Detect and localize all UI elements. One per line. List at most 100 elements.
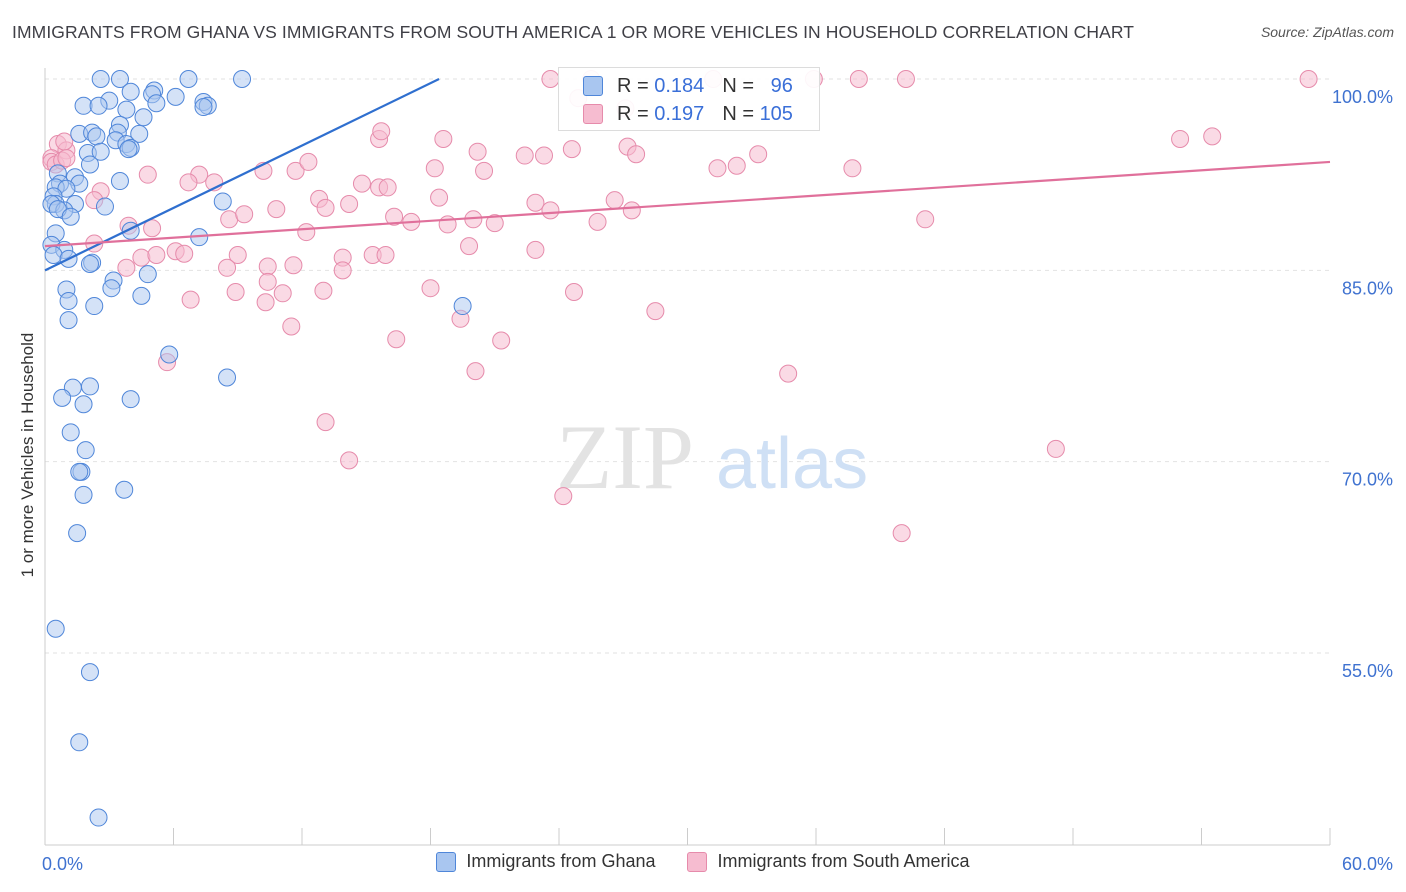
ghana-point [110, 172, 129, 191]
legend-sa-swatch [687, 851, 708, 872]
sa-swatch [583, 104, 603, 124]
sa-point [132, 248, 151, 267]
ghana-point [218, 368, 237, 387]
sa-point [372, 122, 391, 141]
sa-point [117, 258, 136, 277]
sa-point [316, 413, 335, 432]
sa-point [1299, 70, 1318, 88]
ghana-point [194, 98, 213, 117]
sa-point [175, 244, 194, 263]
legend-item-ghana: Immigrants from Ghana [436, 851, 655, 872]
sa-point [218, 258, 237, 277]
sa-point [896, 70, 915, 88]
legend-item-sa: Immigrants from South America [687, 851, 970, 872]
legend-row-sa: R = 0.197 N = 105 [583, 101, 793, 127]
sa-point [515, 146, 534, 165]
ghana-point [89, 96, 108, 115]
ghana-point [213, 192, 232, 211]
sa-point [258, 272, 277, 291]
y-tick-label: 85.0% [1342, 278, 1393, 298]
x-tick-label: 60.0% [1342, 854, 1393, 874]
sa-point [622, 201, 641, 220]
sa-point [286, 161, 305, 180]
sa-point [541, 70, 560, 88]
sa-point [147, 246, 166, 265]
legend-sa-label: Immigrants from South America [717, 851, 970, 871]
sa-point [627, 145, 646, 164]
sa-n-value: 105 [759, 102, 793, 125]
ghana-point [80, 377, 99, 396]
y-tick-label: 100.0% [1332, 87, 1393, 107]
sa-point [605, 191, 624, 210]
sa-point [1046, 439, 1065, 458]
sa-point [892, 524, 911, 543]
ghana-point [233, 70, 252, 88]
ghana-point [80, 155, 99, 174]
stats-legend: R = 0.184 N = 96 R = 0.197 N = 105 [558, 67, 820, 131]
sa-n-label: N = [722, 102, 754, 125]
y-tick-label: 70.0% [1342, 470, 1393, 490]
ghana-point [117, 100, 136, 119]
ghana-point [80, 254, 99, 273]
sa-point [378, 178, 397, 197]
sa-r-label: R = [617, 102, 649, 125]
sa-point [535, 146, 554, 165]
ghana-point [80, 663, 99, 682]
ghana-point [121, 82, 140, 101]
ghana-point [160, 345, 179, 364]
sa-point [541, 201, 560, 220]
legend-row-ghana: R = 0.184 N = 96 [583, 73, 793, 99]
sa-point [434, 129, 453, 148]
sa-point [340, 195, 359, 214]
sa-point [352, 174, 371, 193]
y-tick-label: 55.0% [1342, 661, 1393, 681]
tick-labels: 100.0% 85.0% 70.0% 55.0% 0.0% 60.0% [42, 87, 1393, 874]
sa-point [284, 256, 303, 275]
ghana-point [166, 87, 185, 106]
series-legend: Immigrants from Ghana Immigrants from So… [0, 851, 1406, 872]
sa-point [179, 173, 198, 192]
sa-point [749, 145, 768, 164]
sa-point [267, 200, 286, 219]
ghana-point [130, 124, 149, 143]
sa-point [316, 198, 335, 217]
ghana-point [74, 395, 93, 414]
ghana-n-label: N = [722, 74, 754, 97]
ghana-n-value: 96 [770, 74, 793, 97]
sa-point [526, 240, 545, 259]
legend-ghana-label: Immigrants from Ghana [466, 851, 656, 871]
ghana-point [115, 480, 134, 499]
sa-point [646, 302, 665, 321]
legend-ghana-swatch [436, 851, 457, 872]
sa-point [387, 330, 406, 349]
ghana-point [147, 94, 166, 113]
sa-point [468, 142, 487, 161]
ghana-point [134, 108, 153, 127]
ghana-point [74, 96, 93, 115]
ghana-point [76, 441, 95, 460]
sa-point [779, 364, 798, 383]
ghana-point [61, 207, 80, 226]
sa-point [485, 214, 504, 233]
ghana-point [70, 462, 89, 481]
ghana-point [44, 246, 63, 265]
sa-point [526, 193, 545, 212]
sa-trend-line [44, 160, 1331, 248]
ghana-point [89, 808, 108, 827]
watermark: ZIP atlas [556, 406, 868, 508]
sa-point [273, 284, 292, 303]
sa-r-value: 0.197 [654, 102, 705, 125]
sa-point [492, 331, 511, 350]
sa-point [376, 246, 395, 265]
sa-point [256, 293, 275, 312]
sa-point [226, 283, 245, 302]
sa-point [282, 317, 301, 336]
gridlines [45, 78, 1330, 654]
sa-point [57, 149, 76, 168]
ghana-trend-line [44, 78, 440, 272]
ghana-point [102, 279, 121, 298]
ghana-point [119, 140, 138, 159]
ghana-point [85, 297, 104, 316]
ghana-point [453, 297, 472, 316]
